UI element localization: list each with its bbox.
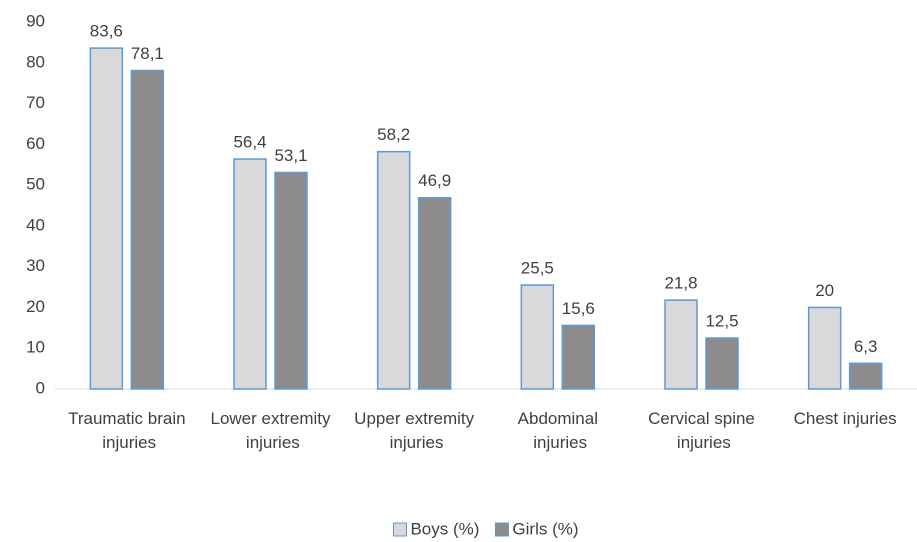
- y-tick-label: 90: [26, 11, 45, 30]
- y-tick-label: 60: [26, 134, 45, 153]
- x-tick-label: Lower extremity injuries: [211, 409, 331, 452]
- value-label: 20: [815, 281, 834, 300]
- bar: [89, 47, 124, 390]
- legend-label: Boys (%): [410, 519, 479, 538]
- bar: [274, 171, 308, 390]
- legend-swatch: [494, 522, 509, 537]
- bar: [233, 158, 267, 390]
- value-label: 25,5: [521, 259, 554, 278]
- value-label: 21,8: [664, 274, 697, 293]
- x-tick-label: Upper extremity injuries: [354, 409, 474, 452]
- value-label: 53,1: [274, 146, 307, 165]
- legend-label: Girls (%): [512, 519, 578, 538]
- bar: [520, 284, 555, 390]
- x-tick-label: Cervical spine injuries: [648, 409, 755, 452]
- legend-swatch: [392, 522, 407, 537]
- y-tick-label: 40: [26, 215, 45, 234]
- y-tick-label: 10: [26, 338, 45, 357]
- y-tick-label: 70: [26, 93, 45, 112]
- value-label: 46,9: [418, 171, 451, 190]
- value-label: 15,6: [562, 299, 595, 318]
- y-tick-label: 80: [26, 52, 45, 71]
- x-tick-label: Abdominal injuries: [518, 409, 598, 452]
- bar: [376, 150, 411, 390]
- bar: [561, 324, 596, 390]
- y-tick-label: 30: [26, 256, 45, 275]
- y-tick-label: 20: [26, 297, 45, 316]
- x-tick-label: Chest injuries: [794, 409, 897, 428]
- y-tick-label: 0: [36, 378, 45, 397]
- x-tick-label: Traumatic brain injuries: [68, 409, 185, 452]
- value-label: 6,3: [854, 337, 878, 356]
- bar: [664, 299, 698, 390]
- value-label: 58,2: [377, 125, 410, 144]
- value-label: 12,5: [705, 312, 738, 331]
- bar: [130, 69, 165, 390]
- value-label: 56,4: [233, 132, 266, 151]
- bar: [848, 362, 883, 390]
- value-label: 83,6: [90, 22, 123, 41]
- bar: [417, 197, 452, 390]
- bar: [807, 306, 842, 390]
- y-tick-label: 50: [26, 175, 45, 194]
- bar: [705, 337, 739, 390]
- value-label: 78,1: [131, 44, 164, 63]
